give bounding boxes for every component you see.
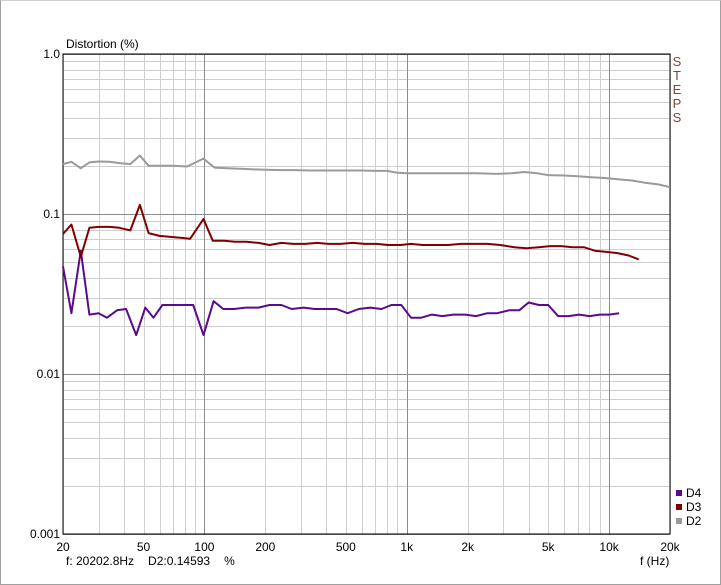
side-label-letter: P	[673, 96, 682, 111]
x-tick-label: 10k	[599, 540, 619, 554]
x-axis-label: f (Hz)	[640, 554, 670, 568]
y-tick-label: 0.01	[37, 367, 61, 381]
readout-value: D2:0.14593	[148, 554, 211, 568]
x-tick-label: 20k	[660, 540, 680, 554]
y-tick-label: 1.0	[43, 47, 60, 61]
legend-label-d4: D4	[686, 486, 702, 500]
readout-unit: %	[224, 554, 235, 568]
side-label-letter: E	[673, 82, 682, 97]
series-line-d3	[62, 203, 640, 261]
y-tick-labels: 1.0 0.1 0.01 0.001	[30, 47, 60, 541]
series-line-d2	[62, 154, 671, 189]
grid-minor	[63, 54, 671, 534]
side-label-letter: S	[673, 110, 682, 125]
plot-frame	[62, 53, 671, 535]
x-tick-label: 2k	[461, 540, 475, 554]
x-tick-label: 100	[194, 540, 214, 554]
cursor-readout: f: 20202.8Hz D2:0.14593%	[66, 554, 249, 568]
y-tick-label: 0.1	[43, 207, 60, 221]
x-tick-labels: 20 50 100 200 500 1k 2k 5k 10k 20k	[56, 540, 680, 554]
x-tick-label: 500	[336, 540, 356, 554]
legend-label-d2: D2	[686, 514, 702, 528]
legend-swatch-d4	[676, 490, 682, 496]
legend-swatch-d2	[676, 518, 682, 524]
side-label-letter: S	[673, 54, 682, 69]
x-tick-label: 1k	[400, 540, 414, 554]
side-label-letter: T	[673, 68, 681, 83]
legend-label-d3: D3	[686, 500, 702, 514]
y-axis-label: Distortion (%)	[66, 37, 139, 51]
x-tick-label: 20	[56, 540, 70, 554]
x-tick-label: 200	[255, 540, 275, 554]
series-layer	[62, 154, 671, 337]
legend-swatch-d3	[676, 504, 682, 510]
y-tick-label: 0.001	[30, 527, 60, 541]
series-line-d4	[62, 249, 620, 337]
x-tick-label: 50	[137, 540, 151, 554]
x-tick-label: 5k	[542, 540, 556, 554]
readout-frequency: f: 20202.8Hz	[66, 554, 135, 568]
